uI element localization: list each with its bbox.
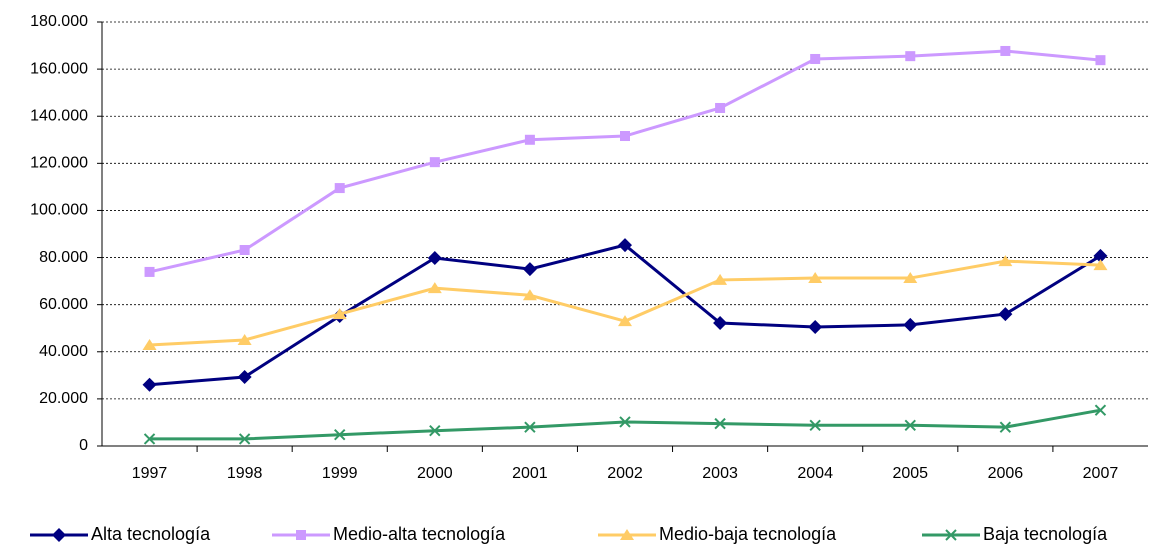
y-tick-label: 40.000 bbox=[39, 343, 88, 360]
marker bbox=[427, 282, 442, 294]
y-tick-label: 20.000 bbox=[39, 390, 88, 407]
y-tick-label: 0 bbox=[79, 437, 88, 454]
x-tick-label: 1999 bbox=[322, 465, 358, 482]
marker bbox=[903, 317, 918, 332]
y-tick-label: 160.000 bbox=[30, 60, 88, 77]
x-tick-label: 1997 bbox=[132, 465, 168, 482]
legend-marker bbox=[620, 529, 634, 540]
y-tick-label: 180.000 bbox=[30, 13, 88, 30]
marker bbox=[715, 102, 726, 113]
marker bbox=[427, 251, 442, 266]
marker bbox=[713, 273, 728, 285]
marker bbox=[903, 272, 918, 284]
marker bbox=[332, 308, 347, 320]
y-tick-label: 100.000 bbox=[30, 202, 88, 219]
legend-label: Alta tecnología bbox=[91, 524, 211, 544]
marker bbox=[998, 307, 1013, 322]
marker bbox=[237, 369, 252, 384]
marker bbox=[904, 419, 916, 431]
x-tick-label: 2003 bbox=[702, 465, 738, 482]
marker bbox=[524, 134, 535, 145]
legend-marker bbox=[945, 529, 957, 541]
marker bbox=[618, 238, 632, 253]
marker bbox=[809, 419, 821, 431]
series-line bbox=[149, 259, 1101, 347]
x-tick-label: 2004 bbox=[797, 465, 833, 482]
x-tick-label: 2006 bbox=[988, 465, 1024, 482]
marker bbox=[618, 315, 632, 327]
series-line bbox=[149, 408, 1101, 441]
x-tick-label: 2005 bbox=[892, 465, 928, 482]
marker bbox=[334, 183, 345, 194]
marker bbox=[142, 377, 157, 392]
x-tick-label: 2002 bbox=[607, 465, 643, 482]
marker bbox=[238, 433, 251, 445]
marker bbox=[905, 51, 916, 62]
y-tick-label: 140.000 bbox=[30, 107, 88, 124]
marker bbox=[239, 245, 250, 256]
marker bbox=[808, 272, 823, 284]
marker bbox=[998, 255, 1013, 267]
x-tick-label: 2001 bbox=[512, 465, 548, 482]
marker bbox=[144, 266, 155, 277]
marker bbox=[1000, 45, 1011, 56]
marker bbox=[1093, 248, 1108, 263]
marker bbox=[619, 416, 631, 428]
legend-label: Baja tecnología bbox=[983, 524, 1108, 544]
legend-label: Medio-alta tecnología bbox=[333, 524, 506, 544]
marker bbox=[524, 421, 536, 433]
legend-marker bbox=[296, 530, 306, 540]
marker bbox=[999, 421, 1012, 433]
y-tick-label: 120.000 bbox=[30, 155, 88, 172]
marker bbox=[620, 131, 630, 142]
x-tick-label: 2007 bbox=[1083, 465, 1119, 482]
marker bbox=[522, 262, 537, 277]
y-tick-label: 80.000 bbox=[39, 249, 88, 266]
marker bbox=[334, 428, 346, 441]
marker bbox=[1093, 259, 1108, 271]
marker bbox=[810, 53, 821, 64]
marker bbox=[429, 157, 440, 168]
legend-label: Medio-baja tecnología bbox=[659, 524, 837, 544]
x-tick-label: 2000 bbox=[417, 465, 453, 482]
series-line bbox=[149, 243, 1102, 387]
marker bbox=[429, 424, 441, 437]
x-tick-label: 1998 bbox=[227, 465, 263, 482]
marker bbox=[237, 334, 252, 345]
marker bbox=[143, 433, 156, 445]
marker bbox=[1095, 55, 1106, 66]
marker bbox=[1094, 404, 1107, 416]
marker bbox=[808, 320, 823, 335]
marker bbox=[713, 316, 728, 331]
y-tick-label: 60.000 bbox=[39, 296, 88, 313]
marker bbox=[522, 289, 537, 301]
legend-marker bbox=[52, 528, 66, 542]
marker bbox=[714, 417, 726, 430]
marker bbox=[142, 338, 157, 350]
